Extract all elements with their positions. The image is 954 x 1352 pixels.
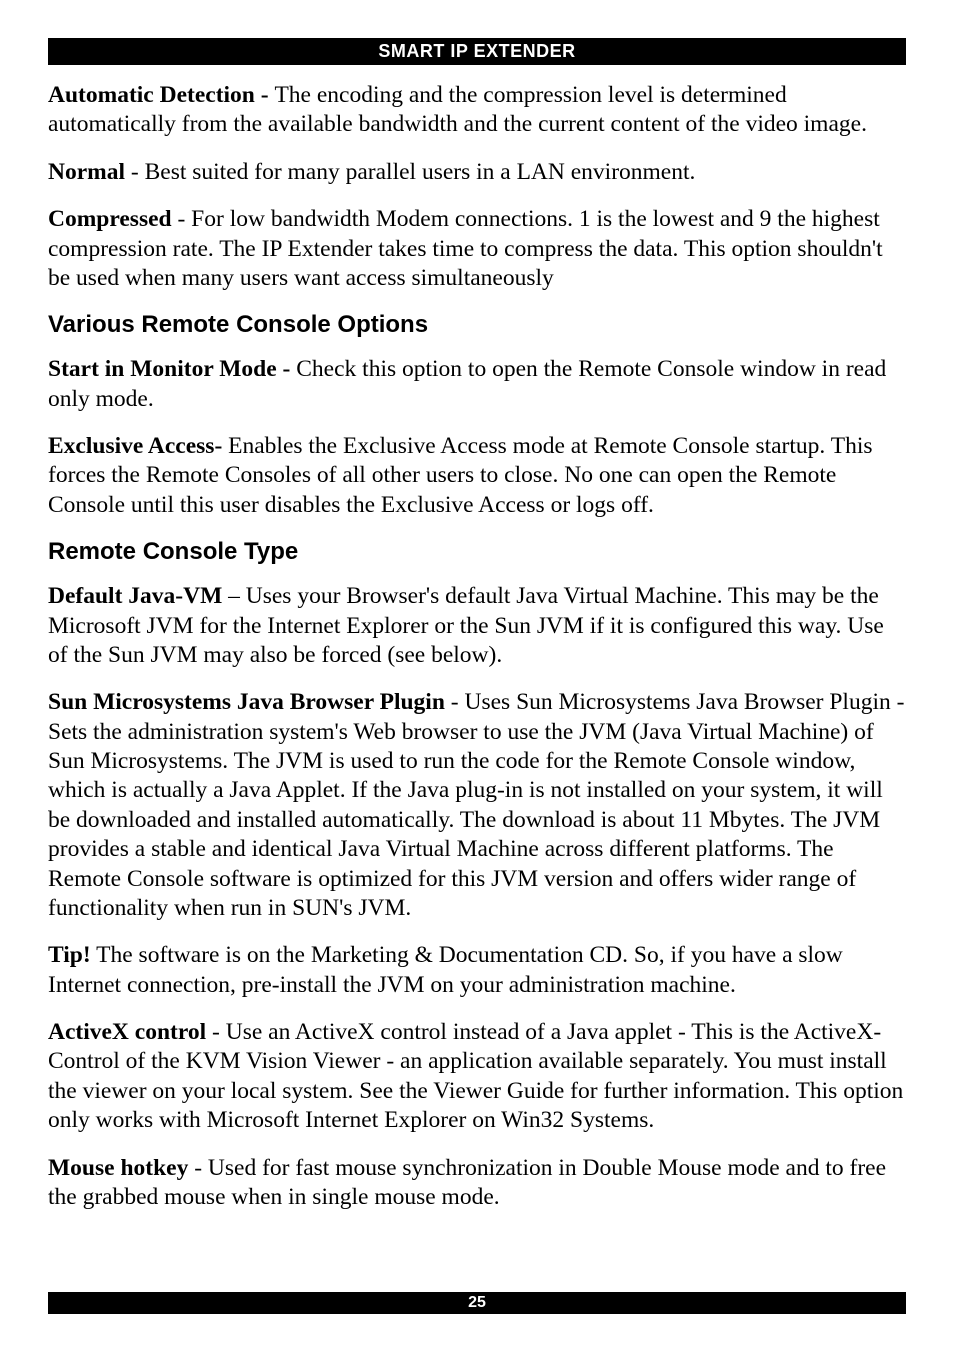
footer-bar: 25 xyxy=(48,1292,906,1314)
text-compressed: - For low bandwidth Modem connections. 1… xyxy=(48,206,883,291)
text-tip: The software is on the Marketing & Docum… xyxy=(48,942,843,997)
bold-exclusive-access: Exclusive Access- xyxy=(48,433,228,459)
bold-mouse-hotkey: Mouse hotkey xyxy=(48,1155,188,1181)
heading-console-type: Remote Console Type xyxy=(48,538,906,566)
bold-normal: Normal xyxy=(48,159,125,185)
text-normal: - Best suited for many parallel users in… xyxy=(125,159,695,185)
bold-sun-java: Sun Microsystems Java Browser Plugin xyxy=(48,689,445,715)
para-auto-detection: Automatic Detection - The encoding and t… xyxy=(48,81,906,140)
text-sun-java: - Uses Sun Microsystems Java Browser Plu… xyxy=(48,689,904,921)
bold-monitor-mode: Start in Monitor Mode - xyxy=(48,356,296,382)
para-monitor-mode: Start in Monitor Mode - Check this optio… xyxy=(48,355,906,414)
bold-activex: ActiveX control xyxy=(48,1019,206,1045)
para-activex: ActiveX control - Use an ActiveX control… xyxy=(48,1018,906,1136)
para-normal: Normal - Best suited for many parallel u… xyxy=(48,158,906,187)
bold-auto-detection: Automatic Detection - xyxy=(48,82,274,108)
bold-compressed: Compressed xyxy=(48,206,172,232)
para-mouse-hotkey: Mouse hotkey - Used for fast mouse synch… xyxy=(48,1154,906,1213)
para-tip: Tip! The software is on the Marketing & … xyxy=(48,941,906,1000)
bold-default-java: Default Java-VM xyxy=(48,583,222,609)
header-bar: SMART IP EXTENDER xyxy=(48,38,906,65)
para-exclusive-access: Exclusive Access- Enables the Exclusive … xyxy=(48,432,906,520)
bold-tip: Tip! xyxy=(48,942,91,968)
page-number: 25 xyxy=(468,1294,486,1311)
header-title: SMART IP EXTENDER xyxy=(378,41,575,61)
heading-various-options: Various Remote Console Options xyxy=(48,311,906,339)
para-default-java: Default Java-VM – Uses your Browser's de… xyxy=(48,582,906,670)
para-sun-java: Sun Microsystems Java Browser Plugin - U… xyxy=(48,688,906,923)
para-compressed: Compressed - For low bandwidth Modem con… xyxy=(48,205,906,293)
